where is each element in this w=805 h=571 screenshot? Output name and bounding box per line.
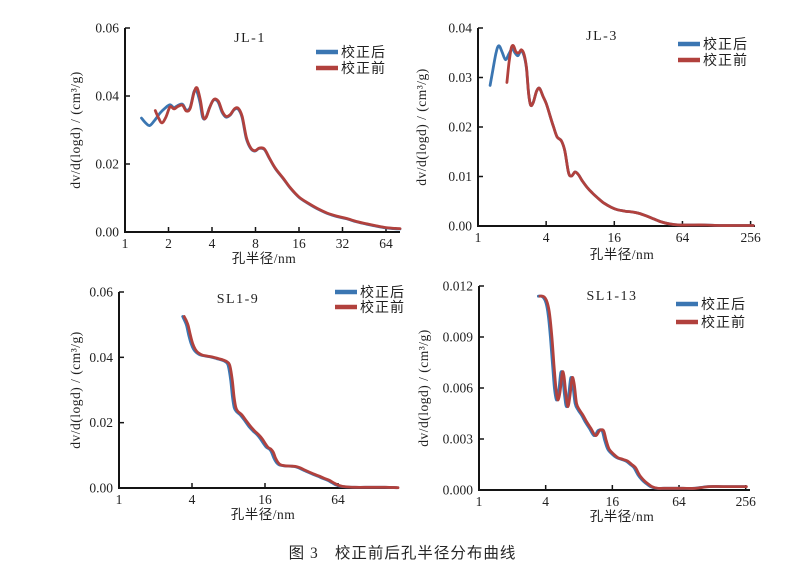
x-axis-label: 孔半径/nm (232, 251, 297, 266)
legend-label: 校正前 (360, 299, 405, 316)
x-tick-label: 256 (736, 494, 757, 509)
series-line-校正前 (538, 294, 748, 490)
chart-sl1-13-svg: 1 4 16 64 256 0.000 0.003 0.006 0.009 0.012 校正后校正… (416, 279, 756, 525)
series (537, 294, 748, 490)
x-tick-label: 4 (189, 492, 196, 507)
x-tick-label: 1 (122, 236, 129, 251)
series (140, 86, 402, 231)
y-tick-label: 0.003 (443, 432, 474, 447)
x-tick-label: 64 (676, 230, 690, 245)
y-axis-label: dv/d(logd) / (cm³/g) (416, 329, 431, 447)
x-tick-label: 1 (476, 494, 483, 509)
x-tick-label: 16 (608, 230, 622, 245)
y-axis-label: dv/d(logd) / (cm³/g) (68, 71, 83, 189)
y-tick-label: 0.01 (448, 169, 472, 184)
chart-sl1-9: 1 4 16 64 0.00 0.02 0.04 0.06 校正后 校正前 SL1-9 孔半径/… (55, 275, 410, 525)
x-tick-label: 256 (740, 230, 761, 245)
x-tick-label: 4 (543, 230, 550, 245)
series (181, 315, 400, 490)
axes: 1 4 16 64 256 0.00 0.01 0.02 0.03 0.04 (448, 21, 761, 246)
x-tick-label: 64 (672, 494, 686, 509)
chart-title: JL-3 (586, 29, 618, 44)
legend-label: 校正前 (703, 52, 748, 69)
caption-label: 图 3 (288, 545, 319, 562)
series-line-校正前 (182, 315, 400, 490)
y-tick-label: 0.06 (95, 21, 119, 36)
y-tick-label: 0.000 (443, 483, 474, 498)
x-tick-label: 8 (252, 236, 259, 251)
x-tick-label: 32 (336, 236, 350, 251)
chart-jl3: 1 4 16 64 256 0.00 0.01 0.02 0.03 0.04 校正后 校正前 JL-… (410, 10, 775, 275)
y-tick-label: 0.04 (89, 350, 113, 365)
series (488, 44, 755, 227)
legend-label: 校正后 (701, 296, 746, 313)
x-tick-label: 4 (209, 236, 216, 251)
legend-label: 校正前 (701, 314, 746, 331)
y-tick-label: 0.02 (89, 415, 113, 430)
axes: 1 4 16 64 0.00 0.02 0.04 0.06 (89, 285, 398, 507)
chart-title: SL1-9 (217, 292, 260, 307)
axis-line (118, 292, 398, 489)
x-tick-label: 16 (258, 492, 272, 507)
figure-caption: 图 3 校正前后孔半径分布曲线 (0, 541, 805, 563)
legend-label: 校正后 (703, 36, 748, 53)
caption-text: 校正前后孔半径分布曲线 (334, 545, 517, 562)
x-tick-label: 64 (331, 492, 345, 507)
series-line-校正前 (505, 44, 755, 227)
y-tick-label: 0.06 (89, 285, 113, 300)
legend-label: 校正前 (341, 60, 386, 77)
y-tick-label: 0.00 (89, 481, 113, 496)
y-tick-label: 0.009 (443, 330, 474, 345)
series-line-校正后 (181, 315, 398, 490)
x-tick-label: 64 (379, 236, 393, 251)
y-tick-label: 0.02 (448, 120, 472, 135)
chart-sl1-13: 1 4 16 64 256 0.000 0.003 0.006 0.009 0.012 校正后 校正… (410, 275, 770, 525)
y-axis-label: dv/d(logd) / (cm³/g) (68, 331, 83, 449)
x-tick-label: 16 (292, 236, 306, 251)
x-tick-label: 2 (165, 236, 172, 251)
chart-jl1: 1 2 4 8 16 32 64 0.00 0.02 0.04 0.06 校正后 校正前 JL-1 孔… (60, 10, 410, 275)
y-tick-label: 0.006 (443, 381, 474, 396)
x-tick-label: 4 (542, 494, 549, 509)
legend-label: 校正后 (341, 44, 386, 61)
x-tick-label: 1 (475, 230, 482, 245)
y-axis-label: dv/d(logd) / (cm³/g) (414, 68, 429, 186)
series-line-校正后 (488, 44, 755, 227)
x-tick-label: 1 (116, 492, 123, 507)
y-tick-label: 0.00 (95, 225, 119, 240)
x-tick-label: 16 (606, 494, 620, 509)
y-tick-label: 0.012 (443, 279, 473, 294)
y-tick-label: 0.00 (448, 219, 472, 234)
legend-label: 校正后 (360, 284, 405, 301)
y-tick-label: 0.04 (95, 89, 119, 104)
series-line-校正前 (153, 86, 402, 230)
x-axis-label: 孔半径/nm (231, 507, 296, 522)
y-tick-label: 0.02 (95, 157, 119, 172)
x-axis-label: 孔半径/nm (590, 247, 655, 262)
chart-title: SL1-13 (587, 289, 638, 304)
y-tick-label: 0.04 (448, 21, 472, 36)
y-tick-label: 0.03 (448, 70, 472, 85)
axes: 1 4 16 64 256 0.000 0.003 0.006 0.009 0.012 (443, 279, 756, 510)
chart-title: JL-1 (234, 31, 266, 46)
x-axis-label: 孔半径/nm (590, 509, 655, 524)
